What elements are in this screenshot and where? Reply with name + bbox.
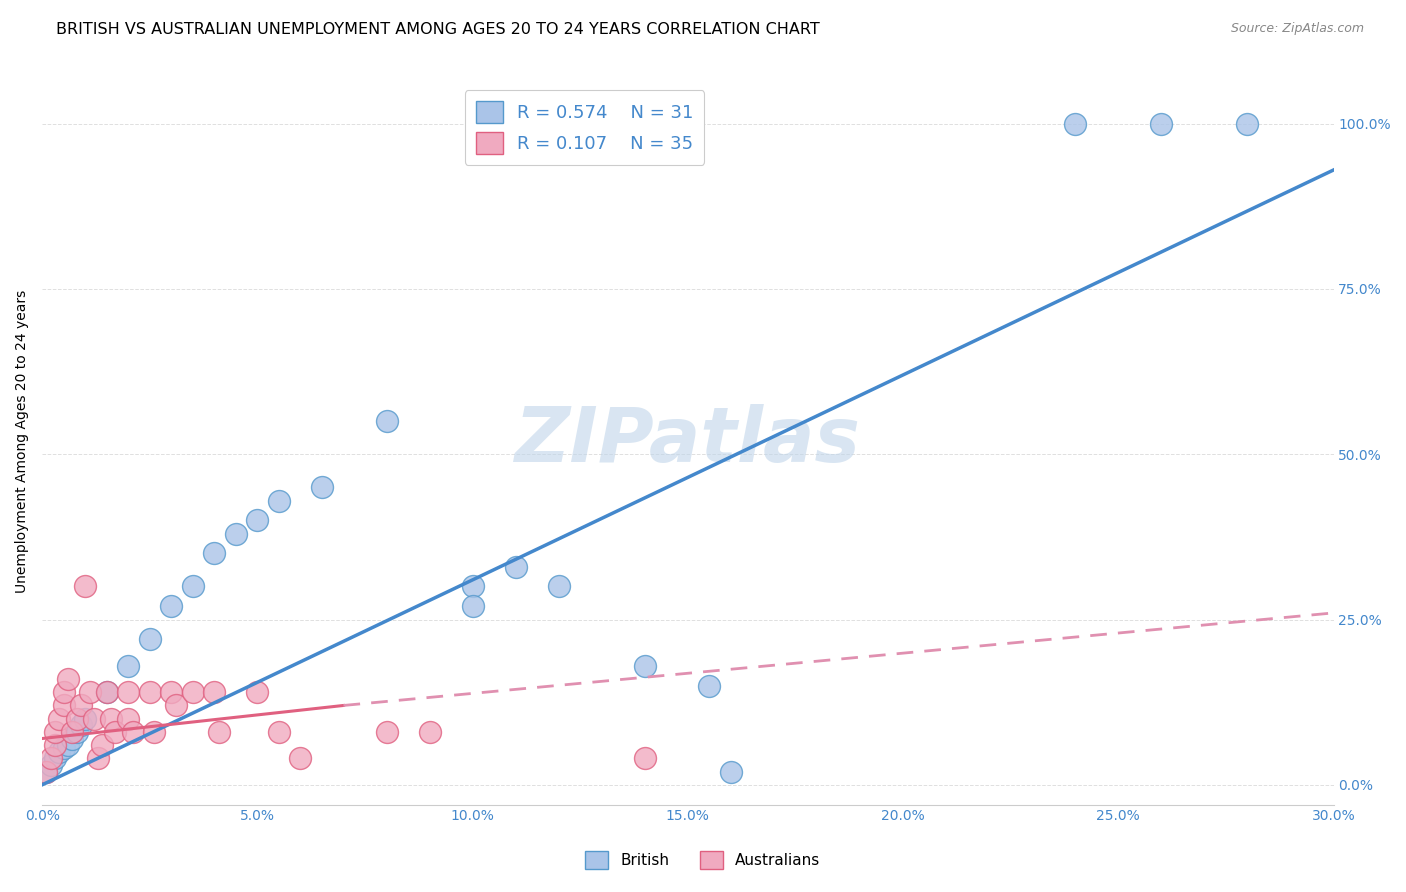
Point (547, 579, 569, 593)
Point (83, 712, 105, 726)
Legend: British, Australians: British, Australians (579, 845, 827, 875)
Point (60, 731, 83, 746)
Point (117, 712, 139, 726)
Point (48, 712, 70, 726)
Point (121, 725, 143, 739)
Point (39, 751, 62, 765)
Point (60, 725, 83, 739)
Point (91, 738, 114, 752)
Text: Source: ZipAtlas.com: Source: ZipAtlas.com (1230, 22, 1364, 36)
Point (96, 685, 118, 699)
Point (165, 698, 187, 713)
Point (48, 745, 70, 759)
Point (96, 685, 118, 699)
Point (35, 764, 58, 779)
Point (1236, 117, 1258, 131)
Point (56, 738, 79, 752)
Point (202, 685, 225, 699)
Point (634, 751, 657, 765)
Point (56, 672, 79, 686)
Point (104, 725, 127, 739)
Point (75, 579, 97, 593)
Y-axis label: Unemployment Among Ages 20 to 24 years: Unemployment Among Ages 20 to 24 years (15, 289, 30, 592)
Point (44, 751, 66, 765)
Point (139, 632, 162, 647)
Point (44, 725, 66, 739)
Point (720, 764, 742, 779)
Point (70, 698, 93, 713)
Point (267, 493, 290, 508)
Point (100, 712, 122, 726)
Point (699, 679, 721, 693)
Point (143, 725, 166, 739)
Point (70, 718, 93, 732)
Point (160, 599, 183, 614)
Point (79, 685, 101, 699)
Point (246, 513, 269, 527)
Legend: R = 0.574    N = 31, R = 0.107    N = 35: R = 0.574 N = 31, R = 0.107 N = 35 (465, 90, 704, 165)
Point (419, 725, 441, 739)
Point (52, 685, 75, 699)
Text: BRITISH VS AUSTRALIAN UNEMPLOYMENT AMONG AGES 20 TO 24 YEARS CORRELATION CHART: BRITISH VS AUSTRALIAN UNEMPLOYMENT AMONG… (56, 22, 820, 37)
Point (117, 658, 139, 673)
Point (461, 599, 484, 614)
Text: ZIPatlas: ZIPatlas (515, 404, 860, 478)
Point (1150, 117, 1173, 131)
Point (52, 698, 75, 713)
Point (66, 712, 89, 726)
Point (634, 658, 657, 673)
Point (505, 559, 527, 574)
Point (35, 764, 58, 779)
Point (461, 579, 484, 593)
Point (290, 751, 312, 765)
Point (202, 546, 225, 560)
Point (44, 738, 66, 752)
Point (375, 725, 398, 739)
Point (75, 712, 97, 726)
Point (246, 685, 269, 699)
Point (311, 480, 333, 494)
Point (160, 685, 183, 699)
Point (39, 758, 62, 772)
Point (375, 414, 398, 428)
Point (181, 685, 204, 699)
Point (267, 725, 290, 739)
Point (181, 579, 204, 593)
Point (87, 751, 110, 765)
Point (66, 725, 89, 739)
Point (117, 685, 139, 699)
Point (225, 526, 247, 541)
Point (52, 741, 75, 756)
Point (208, 725, 231, 739)
Point (139, 685, 162, 699)
Point (1064, 117, 1087, 131)
